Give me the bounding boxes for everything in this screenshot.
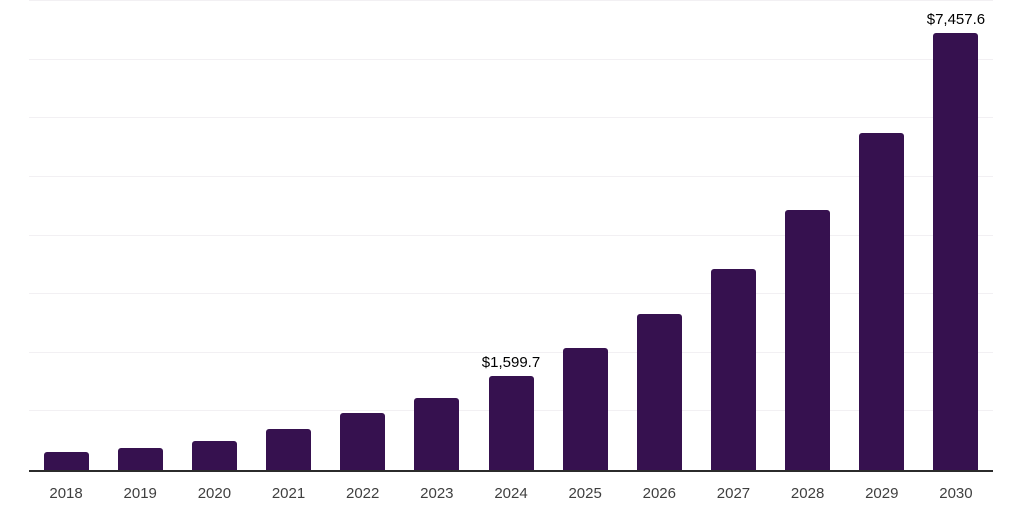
bar-2020 xyxy=(191,440,237,470)
x-tick-label-2030: 2030 xyxy=(939,485,973,502)
x-tick-label-2023: 2023 xyxy=(420,485,454,502)
x-axis: 2018 2019 2020 2021 2022 2023 2024 2025 2026 2027… xyxy=(29,472,993,512)
gridline xyxy=(29,234,993,236)
bar-2019 xyxy=(117,447,163,470)
x-tick-label-2018: 2018 xyxy=(49,485,83,502)
x-tick-label-2024: 2024 xyxy=(494,485,528,502)
gridline xyxy=(29,351,993,353)
gridline xyxy=(29,0,993,1)
bar-2025 xyxy=(562,348,608,470)
x-tick-label-2021: 2021 xyxy=(271,485,306,502)
value-label-2030: $7,457.6 xyxy=(926,10,986,28)
bar-2027 xyxy=(710,268,756,470)
x-tick-label-2025: 2025 xyxy=(568,485,602,502)
gridline xyxy=(29,175,993,177)
bar-2023 xyxy=(414,397,460,470)
bar-2024 xyxy=(488,376,534,470)
bar-2022 xyxy=(340,413,386,470)
x-tick-label-2027: 2027 xyxy=(716,485,751,502)
bar-2029 xyxy=(859,132,905,470)
x-tick-label-2022: 2022 xyxy=(346,485,380,502)
x-tick-label-2019: 2019 xyxy=(123,485,157,502)
gridline xyxy=(29,293,993,295)
x-tick-label-2026: 2026 xyxy=(642,485,676,502)
bar-2028 xyxy=(785,209,831,470)
bar-2021 xyxy=(266,428,312,470)
plot-area: $1,599.7 $7,457.6 xyxy=(29,0,993,472)
gridline xyxy=(29,58,993,60)
x-tick-label-2028: 2028 xyxy=(790,485,825,502)
bar-2026 xyxy=(636,314,682,470)
bar-2030 xyxy=(933,32,979,470)
gridline xyxy=(29,117,993,119)
x-tick-label-2029: 2029 xyxy=(865,485,899,502)
value-label-2024: $1,599.7 xyxy=(481,354,541,372)
x-tick-label-2020: 2020 xyxy=(197,485,232,502)
bar-2018 xyxy=(43,452,89,470)
